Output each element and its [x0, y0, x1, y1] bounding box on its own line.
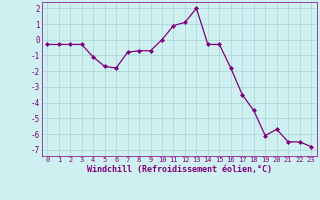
X-axis label: Windchill (Refroidissement éolien,°C): Windchill (Refroidissement éolien,°C): [87, 165, 272, 174]
